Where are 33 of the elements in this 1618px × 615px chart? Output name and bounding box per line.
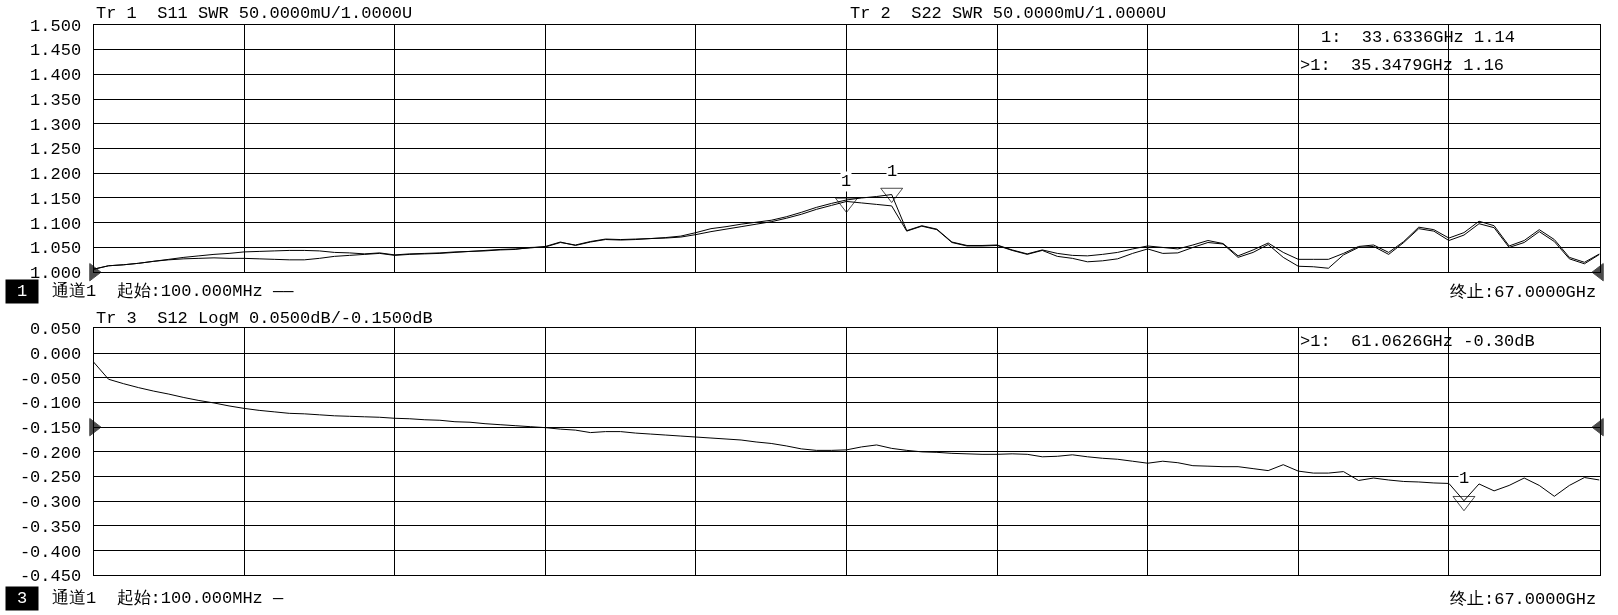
y-tick-label: 0.000: [30, 345, 82, 365]
y-tick-label: -0.300: [19, 493, 82, 513]
text: 通道1 起始:100.000MHz ——: [52, 281, 295, 301]
y-tick-label: 1.350: [30, 90, 82, 110]
annotation: 1: [1459, 469, 1470, 488]
text: Tr 3 S12 LogM 0.0500dB/-0.1500dB: [96, 309, 433, 328]
y-tick-label: 1.450: [30, 41, 82, 61]
y-tick-label: -0.050: [19, 369, 82, 389]
y-tick-label: 0.050: [30, 320, 82, 340]
text: Tr 2 S22 SWR 50.0000mU/1.0000U: [850, 4, 1167, 23]
y-tick-label: -0.400: [19, 542, 82, 562]
y-tick-label: 1.150: [30, 189, 82, 209]
annotation: 1: [841, 172, 852, 191]
text: 通道1 起始:100.000MHz —: [52, 588, 285, 608]
text: 3: [16, 589, 28, 608]
y-tick-label: -0.450: [19, 567, 82, 587]
y-tick-label: 1.300: [30, 115, 82, 135]
y-tick-label: -0.200: [19, 443, 82, 463]
text: 终止:67.0000GHz: [1450, 590, 1597, 609]
text: Tr 1 S11 SWR 50.0000mU/1.0000U: [96, 4, 413, 23]
y-tick-label: -0.350: [19, 517, 82, 537]
y-tick-label: 1.200: [30, 165, 82, 185]
y-tick-label: 1.250: [30, 140, 82, 160]
y-tick-label: -0.150: [19, 419, 82, 439]
text: 终止:67.0000GHz: [1450, 283, 1597, 302]
y-tick-label: 1.400: [30, 66, 82, 86]
text: 1: [16, 282, 28, 301]
y-tick-label: 1.050: [30, 239, 82, 259]
annotation: 1: [887, 162, 898, 181]
y-tick-label: 1.100: [30, 214, 82, 234]
y-tick-label: -0.100: [19, 394, 82, 414]
y-tick-label: -0.250: [19, 468, 82, 488]
y-tick-label: 1.500: [30, 16, 82, 36]
